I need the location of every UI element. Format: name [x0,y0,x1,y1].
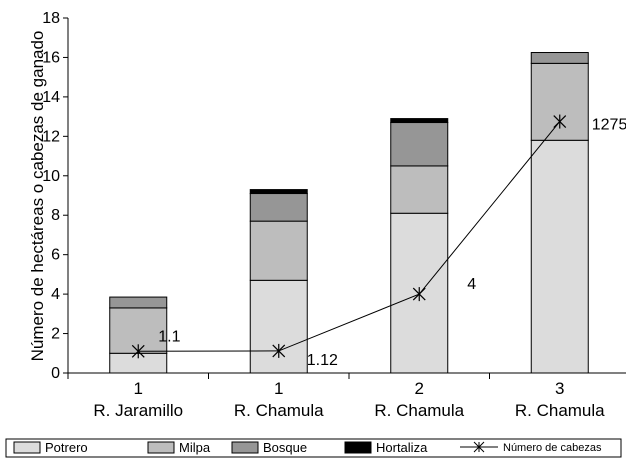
legend-swatch [147,441,175,454]
legend-swatch [344,441,372,454]
line-point-marker [553,114,567,129]
x-tick-label: 1 [134,379,143,398]
line-data-label: 4 [467,276,476,293]
bar-segment-milpa [390,165,449,214]
plot-area: 0 2 4 6 8 10 12 14 16 18 1 R. Jaramillo 1 R. Chamula 2… [42,10,626,420]
legend-entry-label: Bosque [263,440,307,455]
bar-segment-hortaliza [249,189,308,195]
bar-segment-potrero [249,279,308,374]
y-axis-label: Número de hectáreas o cabezas de ganado [28,31,47,362]
bar-segment-bosque [249,193,308,222]
x-tick-label: 2 [415,379,424,398]
y-tick-label: 4 [51,286,60,303]
bar-segment-bosque [109,296,168,309]
line-data-label: 1.1 [158,328,180,345]
x-category-label: R. Jaramillo [93,401,183,420]
y-tick-label: 16 [42,49,60,66]
x-tick-label: 3 [555,379,564,398]
x-tick-label: 1 [274,379,283,398]
legend-star-marker [473,441,485,453]
bar-segment-milpa [530,62,589,141]
line-data-label: 1275 [592,117,626,134]
line-point-marker [272,343,286,358]
y-tick-label: 14 [42,89,60,106]
y-tick-label: 12 [42,128,60,145]
line-point-marker [412,287,426,302]
legend-entry-label: Potrero [45,440,88,455]
x-category-label: R. Chamula [515,401,605,420]
y-tick-label: 0 [51,365,60,382]
line-point-marker [131,344,145,359]
y-tick-label: 8 [51,207,60,224]
legend-entry-label: Milpa [179,440,211,455]
x-category-label: R. Chamula [234,401,324,420]
bar-segment-bosque [530,52,589,64]
legend-entry-label: Número de cabezas [503,442,602,454]
y-tick-label: 6 [51,247,60,264]
legend-swatch [231,441,259,454]
line-series-cabezas [138,121,561,352]
legend: Potrero Milpa Bosque Hortaliza Número de cab… [5,438,622,458]
legend-swatch [13,441,41,454]
y-tick-label: 18 [42,10,60,27]
bar-segment-bosque [390,122,449,167]
bar-segment-milpa [249,220,308,281]
y-tick-label: 2 [51,326,60,343]
bar-segment-hortaliza [390,118,449,124]
y-tick-label: 10 [42,168,60,185]
line-data-label: 1.12 [307,352,338,369]
x-category-label: R. Chamula [374,401,464,420]
bar-segment-potrero [530,139,589,374]
legend-entry-label: Hortaliza [376,440,428,455]
